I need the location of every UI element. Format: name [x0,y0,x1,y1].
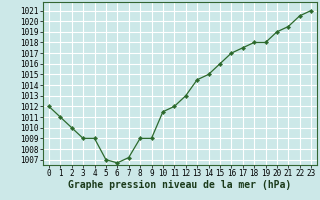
X-axis label: Graphe pression niveau de la mer (hPa): Graphe pression niveau de la mer (hPa) [68,180,292,190]
